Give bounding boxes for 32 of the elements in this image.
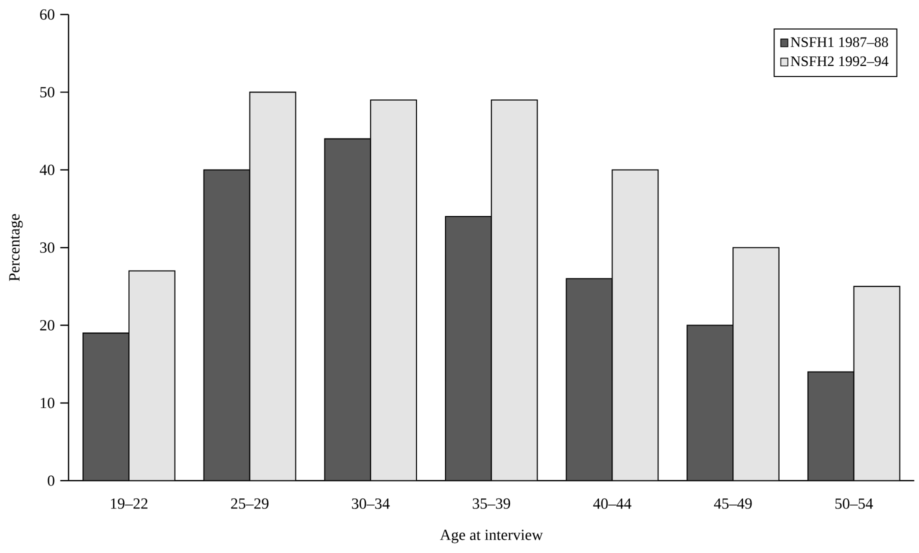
bar — [807, 372, 854, 481]
y-tick-label: 30 — [40, 242, 54, 254]
bar — [324, 138, 372, 481]
bar — [82, 332, 130, 481]
x-tick-label: 40–44 — [593, 498, 632, 510]
y-tick-label: 20 — [40, 320, 54, 331]
legend-label: NSFH1 1987–88 — [790, 37, 888, 48]
bar — [566, 278, 613, 481]
x-tick-label: 19–22 — [110, 498, 148, 510]
bar — [128, 270, 176, 481]
y-axis-title: Percentage — [9, 214, 23, 282]
bar — [686, 324, 734, 481]
x-tick-label: 25–29 — [231, 498, 268, 510]
bar — [249, 92, 296, 481]
bar — [444, 216, 492, 481]
bar — [612, 170, 659, 481]
x-axis-title: Age at interview — [440, 530, 543, 544]
x-tick-label: 30–34 — [352, 498, 390, 510]
y-tick-label: 10 — [40, 398, 54, 408]
bar — [203, 170, 250, 481]
y-tick-label: 60 — [40, 9, 54, 20]
x-tick-label: 35–39 — [472, 498, 510, 510]
bar — [490, 100, 538, 481]
y-tick-label: 0 — [48, 476, 54, 486]
bar — [732, 247, 780, 481]
y-tick-label: 50 — [40, 87, 54, 98]
legend-label: NSFH2 1992–94 — [790, 56, 888, 66]
bar — [370, 100, 418, 481]
x-tick-label: 45–49 — [714, 498, 752, 510]
bar — [853, 286, 900, 481]
y-tick-label: 40 — [40, 164, 54, 176]
x-tick-label: 50–54 — [835, 498, 873, 510]
